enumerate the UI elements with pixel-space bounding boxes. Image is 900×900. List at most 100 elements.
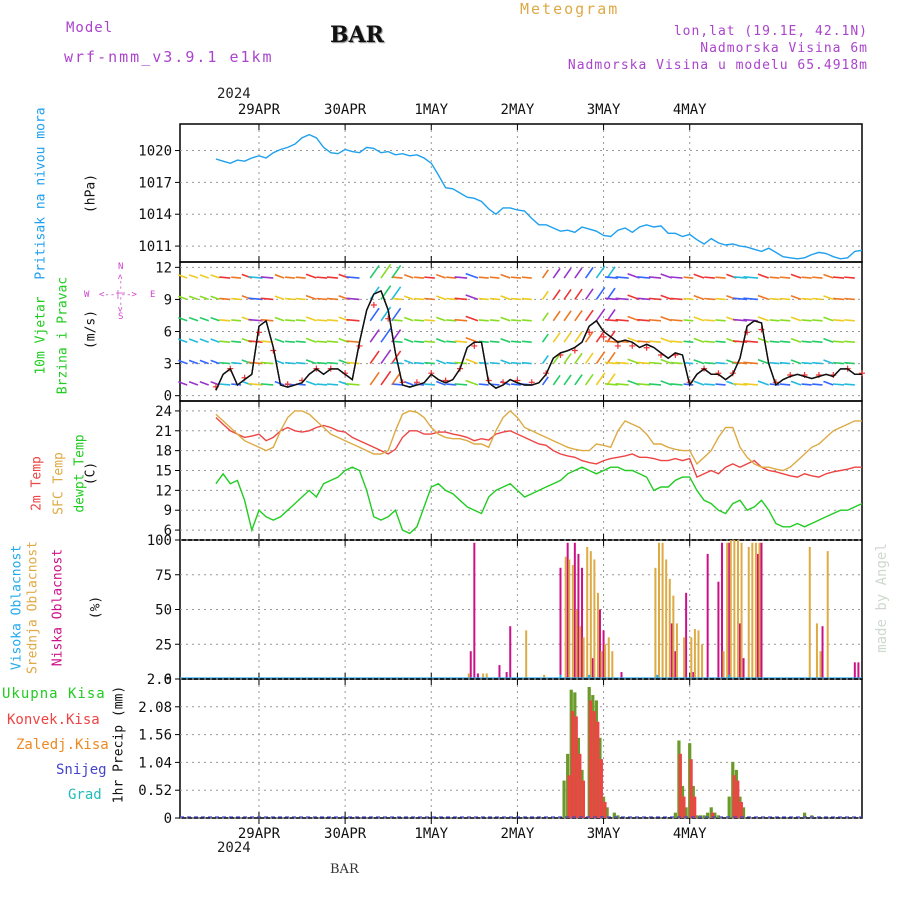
bar-cloud cover-0-6 (559, 567, 562, 679)
bar-cloud cover-0-5 (509, 626, 512, 679)
wind-arrow-294 (704, 383, 715, 386)
wind-arrow-209 (552, 267, 561, 279)
wind-arrow-329 (757, 273, 769, 279)
bar-cloud cover-0-14 (620, 672, 623, 679)
gust-marker-30 (643, 344, 650, 351)
wind-arrow-242 (604, 340, 618, 343)
wind-arrow-159 (454, 318, 468, 322)
wind-arrow-296 (704, 340, 715, 343)
wind-arrow-141 (424, 319, 435, 322)
wind-arrow-129 (403, 316, 414, 322)
wind-arrow-144 (435, 380, 446, 386)
wind-arrow-346 (790, 295, 802, 301)
wind-arrow-263 (637, 276, 651, 279)
wind-arrow-1 (178, 359, 188, 365)
wind-arrow-196 (521, 297, 532, 301)
wind-arrow-137 (414, 276, 425, 279)
wind-arrow-251 (615, 276, 629, 279)
wind-arrow-145 (435, 359, 446, 365)
bar-cloud cover-0-13 (602, 630, 605, 679)
bar-cloud cover-0-21 (721, 542, 724, 679)
wind-arrow-302 (715, 340, 726, 343)
bar-cloud cover-1-35 (736, 540, 739, 679)
wind-arrow-259 (637, 361, 651, 365)
wind-arrow-69 (295, 319, 306, 322)
wind-arrow-228 (595, 372, 606, 386)
wind-arrow-157 (454, 361, 468, 365)
bar-cloud cover-1-4 (543, 674, 546, 679)
wind-arrow-7 (188, 359, 199, 365)
wind-arrow-203 (541, 269, 549, 279)
wind-arrow-198 (541, 376, 549, 386)
ytick-label-precipitation-0: 0 (164, 811, 172, 827)
bar-cloud cover-1-24 (672, 595, 675, 679)
wind-arrow-177 (489, 319, 500, 322)
wind-arrow-330 (769, 383, 780, 386)
bar-cloud cover-0-18 (692, 672, 695, 679)
wind-arrow-372 (844, 383, 855, 386)
wind-arrow-325 (757, 358, 769, 365)
bar-cloud cover-1-22 (665, 559, 668, 679)
bar-cloud cover-1-16 (604, 644, 607, 679)
wind-arrow-347 (790, 273, 802, 279)
wind-arrow-158 (454, 340, 468, 343)
wind-arrow-101 (346, 276, 360, 279)
wind-arrow-89 (326, 276, 339, 279)
wind-arrow-23 (210, 274, 220, 279)
wind-arrow-187 (511, 361, 522, 365)
series-line-temperature-0 (215, 416, 862, 479)
wind-arrow-71 (295, 276, 306, 279)
bar-cloud cover-0-8 (573, 542, 576, 679)
date-label-bottom-0: 29APR (238, 826, 281, 842)
wind-arrow-337 (779, 361, 791, 365)
wind-arrow-172 (478, 297, 489, 301)
bar-precipitation-1-2 (574, 716, 578, 818)
wind-arrow-312 (732, 382, 748, 386)
bar-cloud cover-0-28 (853, 662, 856, 679)
wind-arrow-298 (704, 297, 715, 301)
year-bottom: 2024 (217, 840, 251, 856)
wind-arrow-142 (424, 297, 435, 301)
wind-arrow-108 (380, 370, 392, 386)
wind-arrow-360 (823, 380, 834, 386)
wind-arrow-323 (743, 275, 758, 279)
wind-arrow-6 (188, 380, 199, 386)
wind-arrow-25 (219, 361, 231, 365)
wind-arrow-225 (584, 309, 594, 322)
wind-arrow-42 (248, 382, 263, 386)
wind-arrow-357 (812, 319, 823, 322)
bar-precipitation-1-1 (571, 711, 575, 818)
series-line-temperature-1 (215, 409, 862, 472)
compass-horizontal: <--|--> (99, 290, 137, 300)
wind-arrow-216 (574, 374, 583, 386)
wind-arrow-119 (391, 264, 402, 279)
bar-cloud cover-1-32 (726, 542, 729, 679)
bar-cloud cover-2-2 (656, 674, 659, 679)
ytick-label-wind-4: 12 (155, 260, 172, 276)
wind-arrow-27 (219, 319, 231, 322)
bar-precipitation-1-3 (578, 753, 582, 818)
wind-arrow-184 (500, 295, 511, 301)
wind-label-2: Brzina i Pravac (55, 276, 71, 395)
date-label-top-5: 4MAY (673, 102, 707, 118)
date-label-bottom-1: 30APR (324, 826, 367, 842)
wind-arrow-49 (260, 361, 274, 365)
credit-watermark: made by Angel (874, 543, 890, 653)
bar-precipitation-1-0 (567, 775, 571, 818)
bar-cloud cover-1-19 (654, 567, 657, 679)
bar-cloud cover-1-25 (675, 623, 678, 679)
bar-cloud cover-0-27 (821, 626, 824, 679)
bar-precipitation-0-0 (562, 780, 566, 818)
wind-arrow-301 (715, 361, 726, 365)
wind-arrow-134 (414, 340, 425, 343)
bar-cloud cover-1-36 (740, 542, 743, 679)
bar-precipitation-1-13 (693, 796, 697, 818)
wind-arrow-44 (248, 340, 263, 343)
wind-arrow-234 (606, 373, 616, 386)
wind-arrow-289 (693, 359, 705, 365)
bar-cloud cover-0-15 (670, 623, 673, 679)
wind-arrow-84 (326, 383, 339, 386)
wind-arrow-328 (757, 294, 769, 301)
model-elevation-text: Nadmorska Visina u modelu 65.4918m (567, 58, 868, 73)
